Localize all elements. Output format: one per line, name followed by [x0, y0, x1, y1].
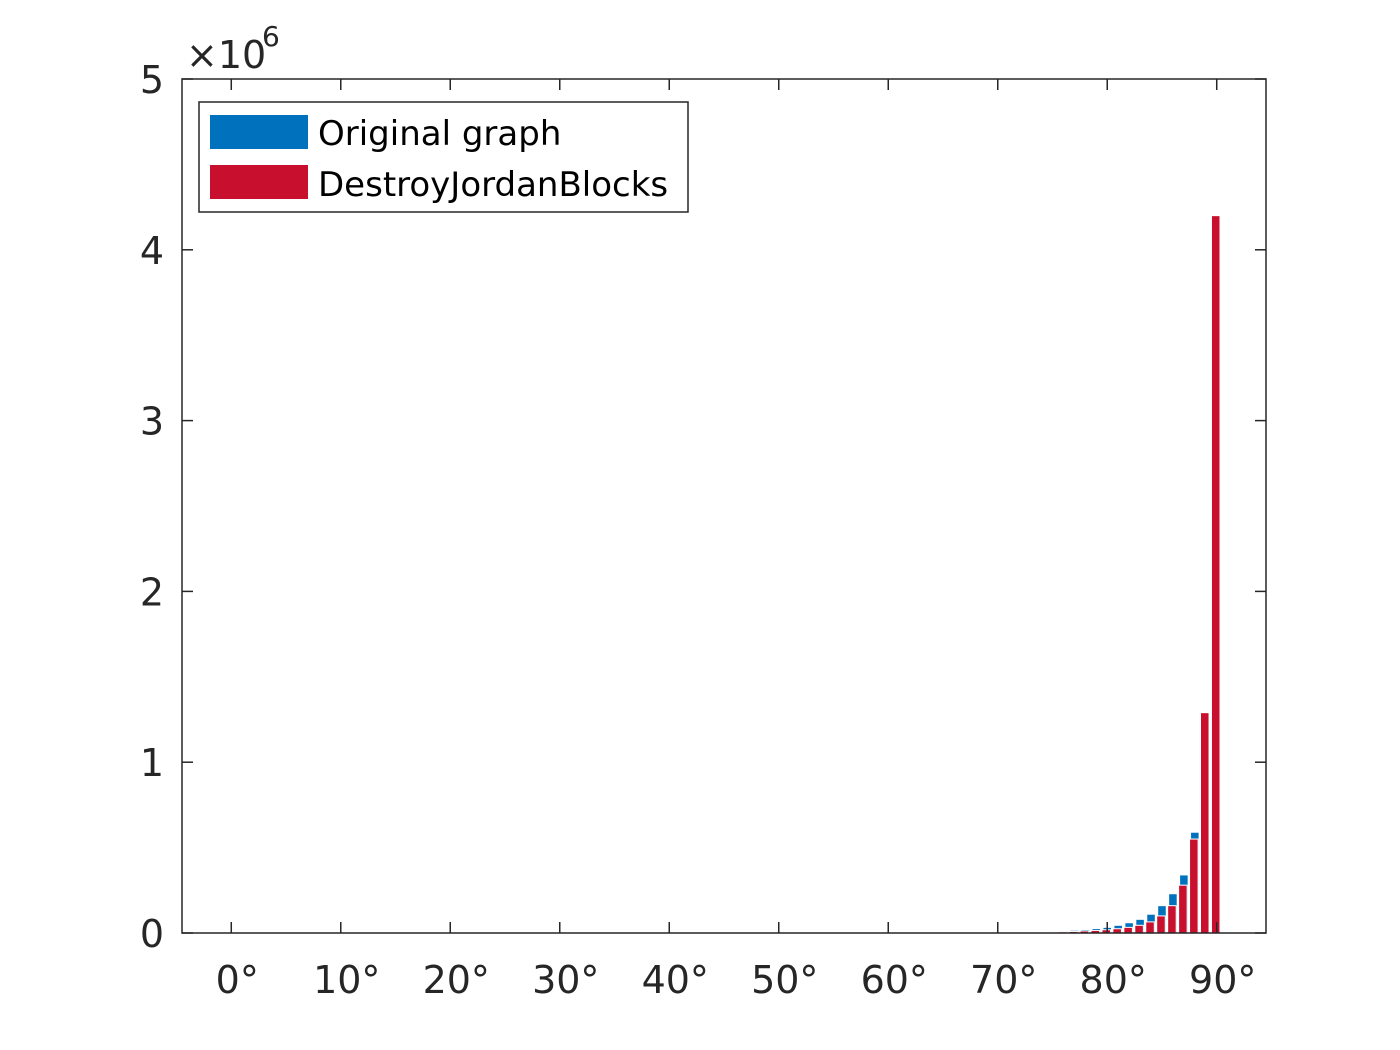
x-tick-label: 20° [423, 958, 490, 1002]
x-tick-label: 30° [532, 958, 599, 1002]
legend: Original graph DestroyJordanBlocks [198, 101, 689, 213]
y-axis: 0 1 2 3 4 5 [140, 58, 1266, 956]
legend-label-destroy-jordan-blocks: DestroyJordanBlocks [318, 165, 668, 205]
bar-destroy-jordan-blocks [1210, 215, 1221, 934]
y-multiplier: ×10 6 [186, 20, 280, 77]
axes-box [181, 78, 1267, 934]
x-tick-label: 80° [1080, 958, 1147, 1002]
y-multiplier-base: ×10 [186, 33, 266, 77]
x-tick-label: 40° [642, 958, 709, 1002]
y-tick-label: 0 [140, 912, 164, 956]
bar-destroy-jordan-blocks [1145, 921, 1155, 934]
x-tick-label: 90° [1189, 958, 1256, 1002]
legend-label-original-graph: Original graph [318, 114, 561, 154]
x-tick-label: 0° [216, 958, 259, 1002]
bar-destroy-jordan-blocks [1134, 924, 1144, 934]
plot-area [182, 79, 1266, 933]
x-axis: 0° 10° 20° 30° 40° 50° 60° 70° 80° 90° [216, 79, 1256, 1002]
y-tick-label: 1 [140, 741, 164, 785]
bar-destroy-jordan-blocks [1156, 915, 1166, 934]
x-tick-label: 10° [313, 958, 380, 1002]
y-tick-label: 5 [140, 58, 164, 102]
bar-destroy-jordan-blocks [1189, 838, 1199, 934]
x-tick-label: 60° [861, 958, 928, 1002]
x-tick-label: 50° [751, 958, 818, 1002]
legend-swatch-original-graph [210, 115, 308, 149]
y-tick-label: 3 [140, 400, 164, 444]
legend-swatch-destroy-jordan-blocks [210, 165, 308, 199]
bar-destroy-jordan-blocks [1200, 712, 1210, 934]
bar-destroy-jordan-blocks [1167, 905, 1177, 934]
bar-destroy-jordan-blocks [1178, 884, 1188, 934]
y-tick-label: 4 [140, 229, 164, 273]
y-multiplier-exponent: 6 [262, 20, 280, 53]
bar-destroy-jordan-blocks [1123, 926, 1133, 934]
x-tick-label: 70° [970, 958, 1037, 1002]
y-tick-label: 2 [140, 570, 164, 614]
